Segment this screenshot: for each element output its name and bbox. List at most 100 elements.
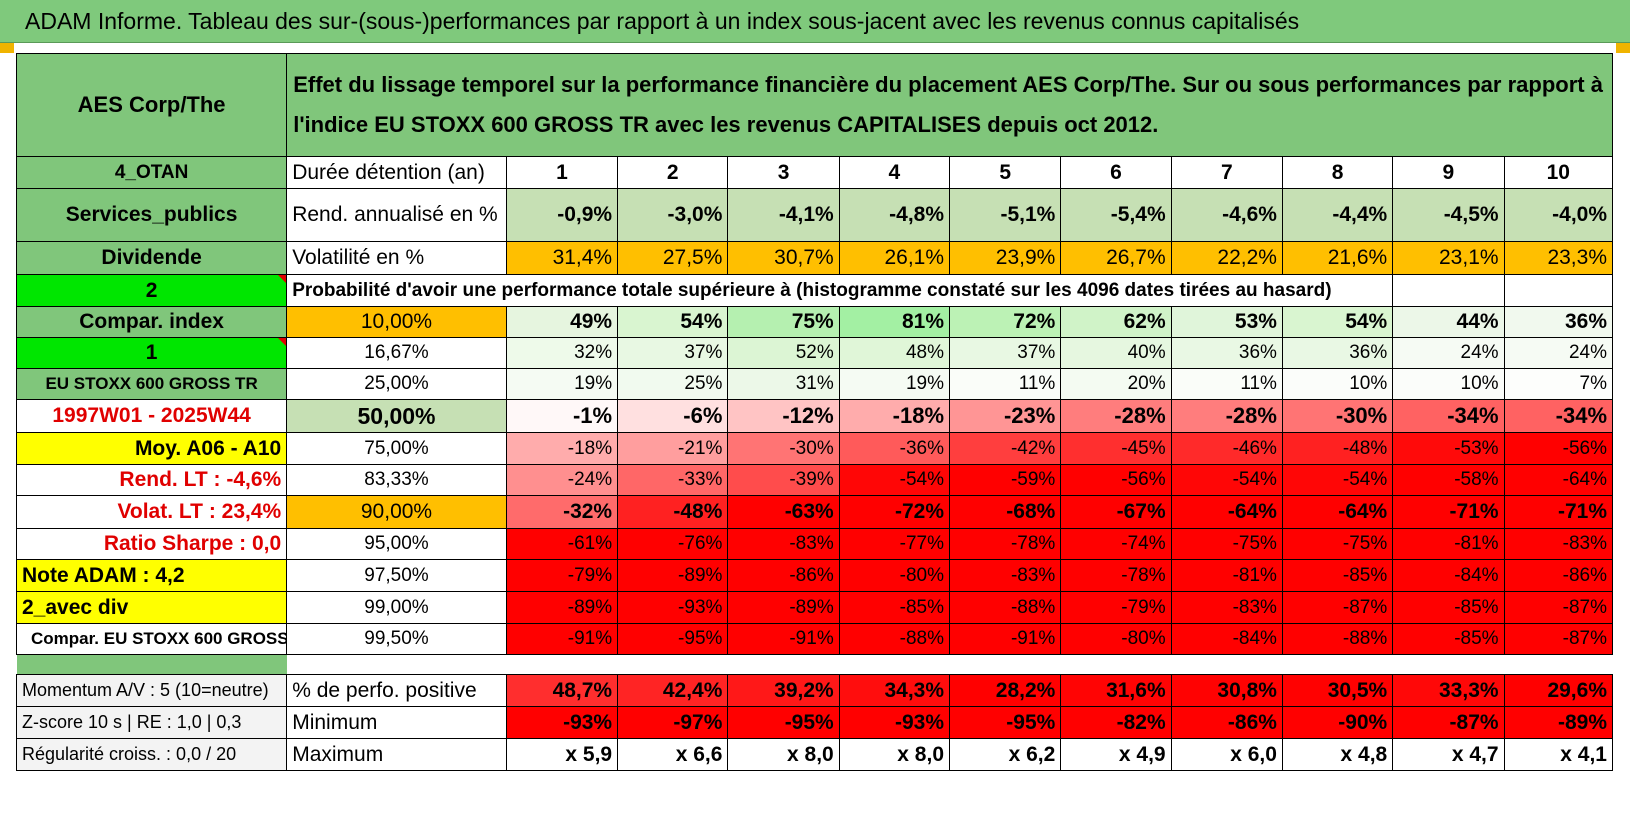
positive-perf-cell: 29,6% xyxy=(1503,674,1614,707)
quantile-value-cell: -95% xyxy=(617,623,729,655)
quantile-value-cell: -28% xyxy=(1060,399,1172,433)
quantile-value-cell: -78% xyxy=(949,528,1062,560)
volatility-cell: 26,1% xyxy=(838,241,951,275)
right-edge-marker xyxy=(1616,43,1630,53)
minimum-cell: -82% xyxy=(1060,706,1172,739)
maximum-cell: x 8,0 xyxy=(838,738,951,771)
maximum-cell: x 6,6 xyxy=(617,738,729,771)
quantile-value-cell: -6% xyxy=(617,399,729,433)
quantile-value-cell: -48% xyxy=(617,495,729,529)
volatility-cell: 22,2% xyxy=(1170,241,1283,275)
selector-two-cell[interactable]: 2 xyxy=(15,274,288,307)
quantile-value-cell: -21% xyxy=(617,432,729,465)
quantile-value-cell: -80% xyxy=(1060,623,1172,655)
quantile-label: 50,00% xyxy=(286,399,507,433)
quantile-value-cell: -89% xyxy=(505,591,619,624)
quantile-value-cell: 53% xyxy=(1170,306,1283,338)
quantile-value-cell: 49% xyxy=(505,306,619,338)
quantile-value-cell: -81% xyxy=(1392,528,1505,560)
sharpe-cell: Ratio Sharpe : 0,0 xyxy=(15,528,288,560)
quantile-value-cell: -91% xyxy=(505,623,619,655)
quantile-value-cell: 75% xyxy=(727,306,840,338)
quantile-value-cell: -84% xyxy=(1170,623,1283,655)
quantile-value-cell: -87% xyxy=(1281,591,1394,624)
performance-table: AES Corp/The Effet du lissage temporel s… xyxy=(15,53,1614,771)
year-header: 6 xyxy=(1060,156,1172,189)
compar-eu-cell: Compar. EU STOXX 600 GROSS TR xyxy=(15,623,288,655)
quantile-value-cell: -83% xyxy=(1170,591,1283,624)
quantile-value-cell: -64% xyxy=(1503,464,1614,496)
quantile-value-cell: -59% xyxy=(949,464,1062,496)
year-header: 4 xyxy=(838,156,951,189)
quantile-value-cell: 72% xyxy=(949,306,1062,338)
quantile-value-cell: 52% xyxy=(727,337,840,369)
minimum-cell: -93% xyxy=(838,706,951,739)
year-header: 3 xyxy=(727,156,840,189)
quantile-value-cell: 48% xyxy=(838,337,951,369)
spacer-fill xyxy=(287,655,1613,675)
year-header: 10 xyxy=(1503,156,1614,189)
quantile-value-cell: -33% xyxy=(617,464,729,496)
annualized-return-cell: -5,1% xyxy=(949,188,1062,242)
quantile-value-cell: -85% xyxy=(838,591,951,624)
left-edge-marker xyxy=(0,43,14,53)
maximum-cell: x 8,0 xyxy=(727,738,840,771)
annualized-return-cell: -5,4% xyxy=(1060,188,1172,242)
positive-perf-cell: 39,2% xyxy=(727,674,840,707)
quantile-value-cell: 36% xyxy=(1170,337,1283,369)
minimum-cell: -90% xyxy=(1281,706,1394,739)
quantile-value-cell: -83% xyxy=(727,528,840,560)
maximum-cell: x 6,0 xyxy=(1170,738,1283,771)
compar-index-cell: Compar. index xyxy=(15,306,288,338)
annualized-return-cell: -4,0% xyxy=(1503,188,1614,242)
quantile-label: 16,67% xyxy=(286,337,507,369)
quantile-value-cell: -72% xyxy=(838,495,951,529)
quantile-value-cell: -63% xyxy=(727,495,840,529)
annualized-return-cell: -4,1% xyxy=(727,188,840,242)
quantile-value-cell: 36% xyxy=(1503,306,1614,338)
quantile-value-cell: -87% xyxy=(1503,591,1614,624)
quantile-value-cell: -86% xyxy=(727,559,840,592)
positive-perf-cell: 34,3% xyxy=(838,674,951,707)
dividende-cell: Dividende xyxy=(15,241,288,275)
selector-one-cell[interactable]: 1 xyxy=(15,337,288,369)
quantile-value-cell: -42% xyxy=(949,432,1062,465)
quantile-value-cell: -64% xyxy=(1170,495,1283,529)
quantile-value-cell: 31% xyxy=(727,368,840,400)
quantile-value-cell: 20% xyxy=(1060,368,1172,400)
quantile-value-cell: 32% xyxy=(505,337,619,369)
empty-cell xyxy=(1503,274,1614,307)
quantile-value-cell: -71% xyxy=(1392,495,1505,529)
quantile-value-cell: -91% xyxy=(727,623,840,655)
quantile-value-cell: 11% xyxy=(1170,368,1283,400)
asset-name-cell: AES Corp/The xyxy=(15,53,288,157)
quantile-label: 99,00% xyxy=(286,591,507,624)
annualized-return-cell: -3,0% xyxy=(617,188,729,242)
annualized-return-cell: -4,4% xyxy=(1281,188,1394,242)
quantile-value-cell: -79% xyxy=(1060,591,1172,624)
vol-label: Volatilité en % xyxy=(286,241,507,275)
quantile-value-cell: -30% xyxy=(727,432,840,465)
quantile-value-cell: 37% xyxy=(949,337,1062,369)
quantile-value-cell: -78% xyxy=(1060,559,1172,592)
maximum-cell: x 6,2 xyxy=(949,738,1062,771)
quantile-value-cell: -88% xyxy=(1281,623,1394,655)
positive-perf-cell: 42,4% xyxy=(617,674,729,707)
quantile-value-cell: -1% xyxy=(505,399,619,433)
quantile-label: 10,00% xyxy=(286,306,507,338)
quantile-value-cell: 19% xyxy=(505,368,619,400)
quantile-value-cell: -93% xyxy=(617,591,729,624)
positive-perf-cell: 33,3% xyxy=(1392,674,1505,707)
quantile-value-cell: 40% xyxy=(1060,337,1172,369)
quantile-label: 97,50% xyxy=(286,559,507,592)
annualized-return-cell: -4,5% xyxy=(1392,188,1505,242)
maximum-cell: x 4,8 xyxy=(1281,738,1394,771)
duree-label: Durée détention (an) xyxy=(286,156,507,189)
quantile-value-cell: 62% xyxy=(1060,306,1172,338)
min-label: Minimum xyxy=(286,706,507,739)
quantile-value-cell: -39% xyxy=(727,464,840,496)
quantile-value-cell: -87% xyxy=(1503,623,1614,655)
maximum-cell: x 4,7 xyxy=(1392,738,1505,771)
report-title: ADAM Informe. Tableau des sur-(sous-)per… xyxy=(25,8,1300,34)
quantile-value-cell: 24% xyxy=(1503,337,1614,369)
